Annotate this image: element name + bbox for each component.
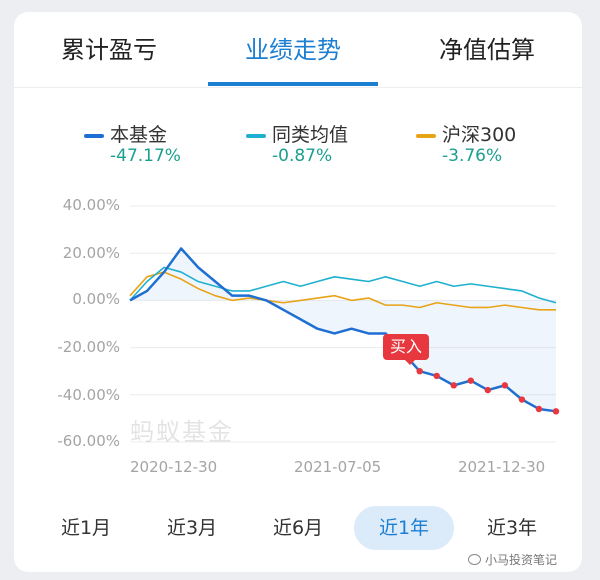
performance-line-chart [129,205,560,443]
y-tick-label: -40.00% [57,386,120,404]
transaction-dot[interactable] [467,377,474,384]
tab-performance-trend[interactable]: 业绩走势 [245,36,341,64]
transaction-dot[interactable] [518,396,526,403]
buy-marker[interactable]: 买入 [383,334,430,365]
legend-swatch [246,134,266,138]
legend-value: -0.87% [272,146,333,166]
transaction-dot[interactable] [450,382,457,389]
range-1-year[interactable]: 近1年 [354,506,454,550]
y-tick-label: 0.00% [72,290,120,308]
y-tick-label: 40.00% [62,196,120,214]
legend-value: -47.17% [110,146,181,166]
legend-label: 同类均值 [272,124,349,146]
x-tick-label: 2021-12-30 [458,458,546,476]
tab-cumulative-pnl[interactable]: 累计盈亏 [61,36,157,64]
account-name: 小马投资笔记 [485,553,558,567]
y-tick-label: -20.00% [57,338,120,356]
transaction-dot[interactable] [535,405,543,413]
wechat-account-tag: 小马投资笔记 [468,551,557,568]
tab-nav-estimate[interactable]: 净值估算 [439,36,535,64]
y-tick-label: 20.00% [62,244,120,262]
x-tick-label: 2020-12-30 [130,458,218,476]
series-line-0 [129,247,557,413]
active-tab-indicator [208,82,378,86]
range-6-months[interactable]: 近6月 [272,517,324,539]
tab-bar: 累计盈亏 业绩走势 净值估算 [14,12,582,88]
legend-value: -3.76% [442,146,503,166]
transaction-dot[interactable] [501,382,509,389]
time-range-selector: 近1月 近3月 近6月 近1年 近3年 [14,494,582,554]
watermark-text: 蚂蚁基金 [130,418,234,446]
transaction-dot[interactable] [433,372,440,380]
transaction-dot[interactable] [416,368,423,375]
transaction-dot[interactable] [484,386,492,394]
range-3-months[interactable]: 近3月 [166,517,218,539]
y-tick-label: -60.00% [57,432,120,450]
x-tick-label: 2021-07-05 [294,458,382,476]
legend-swatch [416,134,436,138]
series-line-2 [129,271,556,311]
range-3-years[interactable]: 近3年 [486,517,538,539]
series-line-1 [129,266,557,304]
legend-label: 沪深300 [442,124,517,146]
range-1-month[interactable]: 近1月 [60,517,112,539]
transaction-dot[interactable] [552,408,560,415]
legend-label: 本基金 [110,124,168,146]
legend-swatch [84,134,104,138]
wechat-icon [468,554,481,565]
fund-performance-card: 累计盈亏 业绩走势 净值估算 本基金 -47.17% 同类均值 -0.87% 沪… [14,12,582,572]
